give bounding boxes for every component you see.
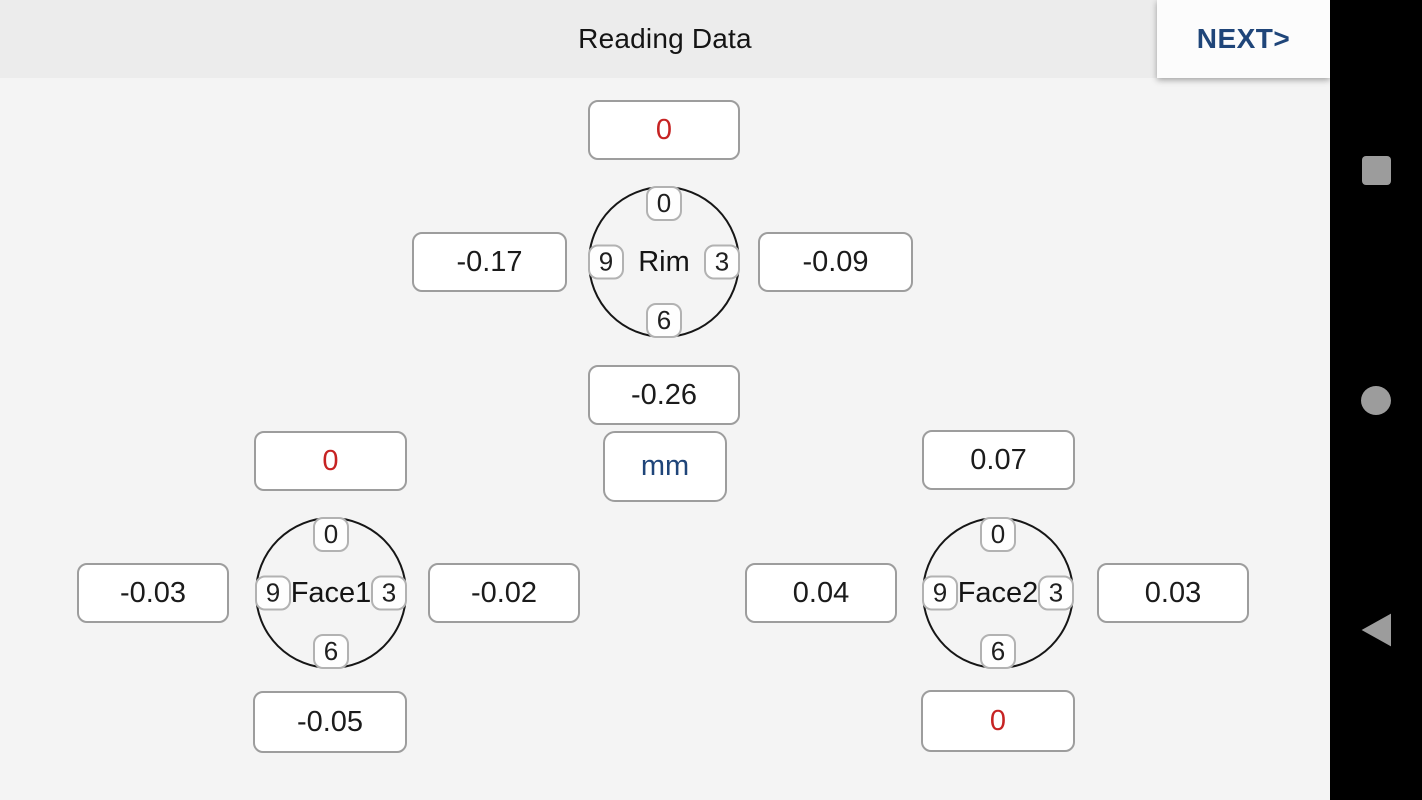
face1-dial: Face1 0 3 6 9 xyxy=(255,517,407,669)
rim-dial-label: Rim xyxy=(638,245,690,278)
rim-clock-6-badge: 6 xyxy=(646,303,682,338)
next-button[interactable]: NEXT> xyxy=(1157,0,1330,78)
face1-clock-0-badge: 0 xyxy=(313,517,349,552)
rim-reading-6-input[interactable]: -0.26 xyxy=(588,365,740,425)
rim-reading-3-input[interactable]: -0.09 xyxy=(758,232,913,292)
face2-clock-6-badge: 6 xyxy=(980,634,1016,669)
face1-clock-9-badge: 9 xyxy=(255,575,291,611)
app-content-area: Reading Data NEXT> 0 -0.17 -0.09 -0.26 R… xyxy=(0,0,1330,800)
rim-clock-0-badge: 0 xyxy=(646,186,682,221)
face2-reading-3-input[interactable]: 0.03 xyxy=(1097,563,1249,623)
face2-clock-0-badge: 0 xyxy=(980,517,1016,552)
face1-reading-3-input[interactable]: -0.02 xyxy=(428,563,580,623)
rim-reading-9-input[interactable]: -0.17 xyxy=(412,232,567,292)
app-header: Reading Data NEXT> xyxy=(0,0,1330,78)
recents-button[interactable] xyxy=(1330,124,1422,216)
back-button[interactable] xyxy=(1330,584,1422,676)
page-title: Reading Data xyxy=(578,23,752,54)
home-circle-icon xyxy=(1361,385,1391,415)
face1-reading-0-input[interactable]: 0 xyxy=(254,431,407,491)
rim-dial: Rim 0 3 6 9 xyxy=(588,186,740,338)
face2-reading-6-input[interactable]: 0 xyxy=(921,690,1075,752)
unit-button[interactable]: mm xyxy=(603,431,727,502)
recents-square-icon xyxy=(1361,155,1391,185)
face2-clock-3-badge: 3 xyxy=(1038,575,1074,611)
face2-reading-9-input[interactable]: 0.04 xyxy=(745,563,897,623)
face2-dial: Face2 0 3 6 9 xyxy=(922,517,1074,669)
face2-reading-0-input[interactable]: 0.07 xyxy=(922,430,1075,490)
face1-dial-label: Face1 xyxy=(290,576,372,609)
face1-reading-9-input[interactable]: -0.03 xyxy=(77,563,229,623)
home-button[interactable] xyxy=(1330,354,1422,446)
rim-clock-3-badge: 3 xyxy=(704,244,740,280)
face1-clock-6-badge: 6 xyxy=(313,634,349,669)
face2-dial-label: Face2 xyxy=(957,576,1039,609)
rim-reading-0-input[interactable]: 0 xyxy=(588,100,740,160)
android-nav-bar xyxy=(1330,0,1422,800)
rim-clock-9-badge: 9 xyxy=(588,244,624,280)
face1-reading-6-input[interactable]: -0.05 xyxy=(253,691,407,753)
face1-clock-3-badge: 3 xyxy=(371,575,407,611)
back-triangle-icon xyxy=(1361,613,1391,647)
face2-clock-9-badge: 9 xyxy=(922,575,958,611)
